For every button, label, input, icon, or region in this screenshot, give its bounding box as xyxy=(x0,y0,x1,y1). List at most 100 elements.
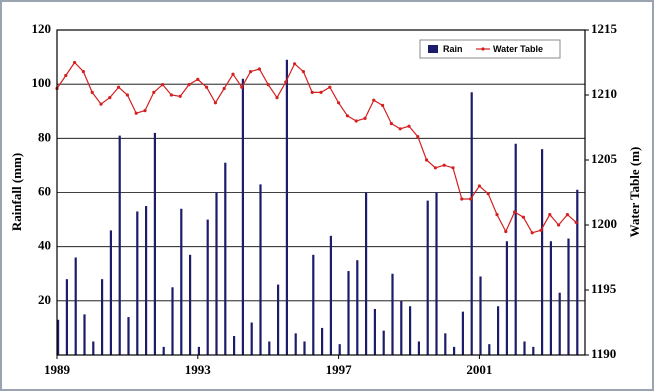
bar xyxy=(549,241,552,355)
water-table-point xyxy=(495,213,499,217)
bar xyxy=(101,279,104,355)
bar xyxy=(338,344,341,355)
bar xyxy=(470,92,473,356)
legend-marker xyxy=(481,47,485,51)
bar xyxy=(356,260,359,355)
y-tick-label: 40 xyxy=(38,238,51,253)
bar xyxy=(285,59,288,356)
x-tick-label: 2001 xyxy=(466,362,492,377)
water-table-point xyxy=(539,228,543,232)
y2-tick-label: 1205 xyxy=(591,151,618,166)
bar xyxy=(426,200,429,355)
water-table-point xyxy=(99,102,103,106)
water-table-point xyxy=(213,101,217,105)
water-table-point xyxy=(557,223,561,227)
bar xyxy=(109,230,112,355)
x-tick-label: 1989 xyxy=(44,362,71,377)
bar xyxy=(65,279,68,355)
bar xyxy=(391,273,394,355)
bar xyxy=(233,336,236,355)
bar xyxy=(57,319,60,355)
water-table-point xyxy=(257,67,261,71)
bar xyxy=(576,189,579,355)
bar xyxy=(180,208,183,355)
plot-border xyxy=(56,29,586,356)
bar xyxy=(400,300,403,355)
bar xyxy=(277,284,280,355)
bar xyxy=(514,143,517,355)
water-table-point xyxy=(152,90,156,94)
x-tick-label: 1997 xyxy=(326,362,353,377)
water-table-point xyxy=(363,116,367,120)
water-table-point xyxy=(521,215,526,219)
y2-tick-label: 1195 xyxy=(591,281,617,296)
bar xyxy=(444,333,447,355)
bar xyxy=(224,162,227,355)
bar xyxy=(321,327,324,355)
y2-axis-title: Water Table (m) xyxy=(627,147,642,238)
y2-tick-label: 1190 xyxy=(591,346,616,361)
bar xyxy=(294,333,297,355)
bar xyxy=(189,254,192,355)
bar xyxy=(171,287,174,355)
water-table-point xyxy=(319,90,323,94)
bar xyxy=(303,341,306,355)
water-table-point xyxy=(565,213,570,217)
water-table-point xyxy=(548,213,552,217)
bar xyxy=(382,330,385,355)
water-table-point xyxy=(222,86,226,91)
water-table-point xyxy=(161,83,165,87)
bar xyxy=(541,149,544,355)
bar xyxy=(250,322,253,355)
legend-label: Rain xyxy=(443,44,463,54)
bar xyxy=(461,311,464,355)
bar xyxy=(127,317,130,355)
bar xyxy=(373,308,376,355)
water-table-point xyxy=(381,103,385,107)
y2-tick-label: 1200 xyxy=(591,216,617,231)
water-table-point xyxy=(125,93,129,97)
bar xyxy=(488,344,491,355)
water-table-point xyxy=(389,122,393,126)
water-table-point xyxy=(108,96,112,100)
water-table-point xyxy=(398,127,402,131)
bar xyxy=(417,341,420,355)
water-table-point xyxy=(407,124,411,128)
water-table-point xyxy=(345,114,349,118)
bar xyxy=(215,192,218,355)
water-table-point xyxy=(143,109,147,113)
bar xyxy=(479,276,482,355)
water-table-point xyxy=(310,90,314,94)
water-table-point xyxy=(451,166,455,170)
bar xyxy=(453,346,456,355)
water-table-point xyxy=(337,101,341,105)
y-tick-label: 120 xyxy=(32,21,52,36)
water-table-point xyxy=(469,197,473,201)
water-table-point xyxy=(486,192,490,196)
bar xyxy=(347,271,350,355)
bar xyxy=(268,341,271,355)
water-table-point xyxy=(293,62,297,66)
water-table-point xyxy=(416,135,420,139)
water-table-point xyxy=(328,85,332,89)
water-table-point xyxy=(530,231,534,235)
water-table-point xyxy=(477,184,481,188)
bar xyxy=(118,135,121,355)
y-tick-label: 60 xyxy=(38,183,51,198)
y2-tick-label: 1215 xyxy=(591,21,618,36)
y-tick-label: 20 xyxy=(38,292,51,307)
water-table-point xyxy=(249,70,253,74)
water-table-point xyxy=(240,85,244,89)
water-table-point xyxy=(117,85,121,89)
y-tick-label: 80 xyxy=(38,129,51,144)
water-table-point xyxy=(231,72,235,76)
bar xyxy=(567,238,570,355)
bar xyxy=(259,184,262,355)
bar xyxy=(153,132,156,355)
bar xyxy=(206,219,209,355)
bar xyxy=(523,341,526,355)
bar xyxy=(83,314,86,355)
water-table-point xyxy=(425,158,429,162)
water-table-point xyxy=(81,70,85,74)
